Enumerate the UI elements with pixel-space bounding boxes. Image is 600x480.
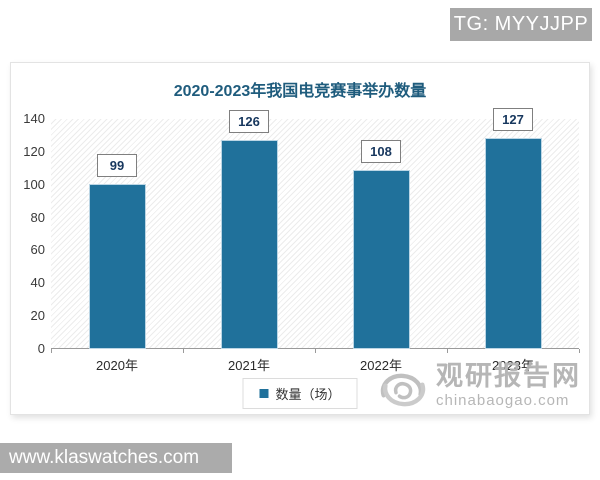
watermark-text-block: 观研报告网 chinabaogao.com [436,362,581,409]
x-category-label: 2023年 [492,358,534,373]
legend-series-label: 数量（场） [275,387,341,402]
y-tick-label: 120 [23,143,45,159]
bar-value-label: 99 [97,154,137,178]
y-tick-label: 140 [23,111,45,126]
y-tick-label: 20 [30,308,45,324]
x-category-label: 2021年 [228,358,270,373]
bar-2023年 [485,139,541,348]
bar-value-label: 108 [361,139,401,163]
bar-value-label: 127 [493,108,533,132]
chart-title: 2020-2023年我国电竞赛事举办数量 [173,83,427,100]
x-axis-tick [447,349,448,353]
x-category-label: 2022年 [360,358,402,373]
bar-2020年 [89,185,145,348]
watermark: 观研报告网 chinabaogao.com [376,362,581,412]
source-url-text: www.klaswatches.com [9,447,200,468]
telegram-contact-text: TG: MYYJJPP [453,13,589,35]
x-category-label: 2020年 [96,358,138,373]
plot-area: 99 126 108 127 [51,108,580,353]
x-axis-tick [315,349,316,353]
bar-2022年 [353,170,409,348]
telegram-contact-badge: TG: MYYJJPP [450,8,592,41]
watermark-site-name: 观研报告网 [436,361,581,392]
x-axis-tick [183,349,184,353]
bar-value-label: 126 [229,110,269,133]
y-tick-label: 80 [30,209,45,225]
y-tick-label: 0 [37,341,45,356]
y-tick-label: 40 [30,275,45,291]
legend: 数量（场） [242,378,358,409]
swirl-logo-icon [380,373,426,407]
x-axis-tick [579,349,580,353]
source-url-bar: www.klaswatches.com [0,443,232,473]
legend-swatch-icon [259,389,269,398]
bar-2021年 [221,141,277,348]
y-tick-label: 100 [23,176,45,192]
y-tick-label: 60 [30,242,45,258]
watermark-domain: chinabaogao.com [436,391,570,409]
x-axis-tick [51,349,52,353]
chart-card: 2020-2023年我国电竞赛事举办数量 0 20 40 60 80 100 120 140 … [10,62,590,415]
